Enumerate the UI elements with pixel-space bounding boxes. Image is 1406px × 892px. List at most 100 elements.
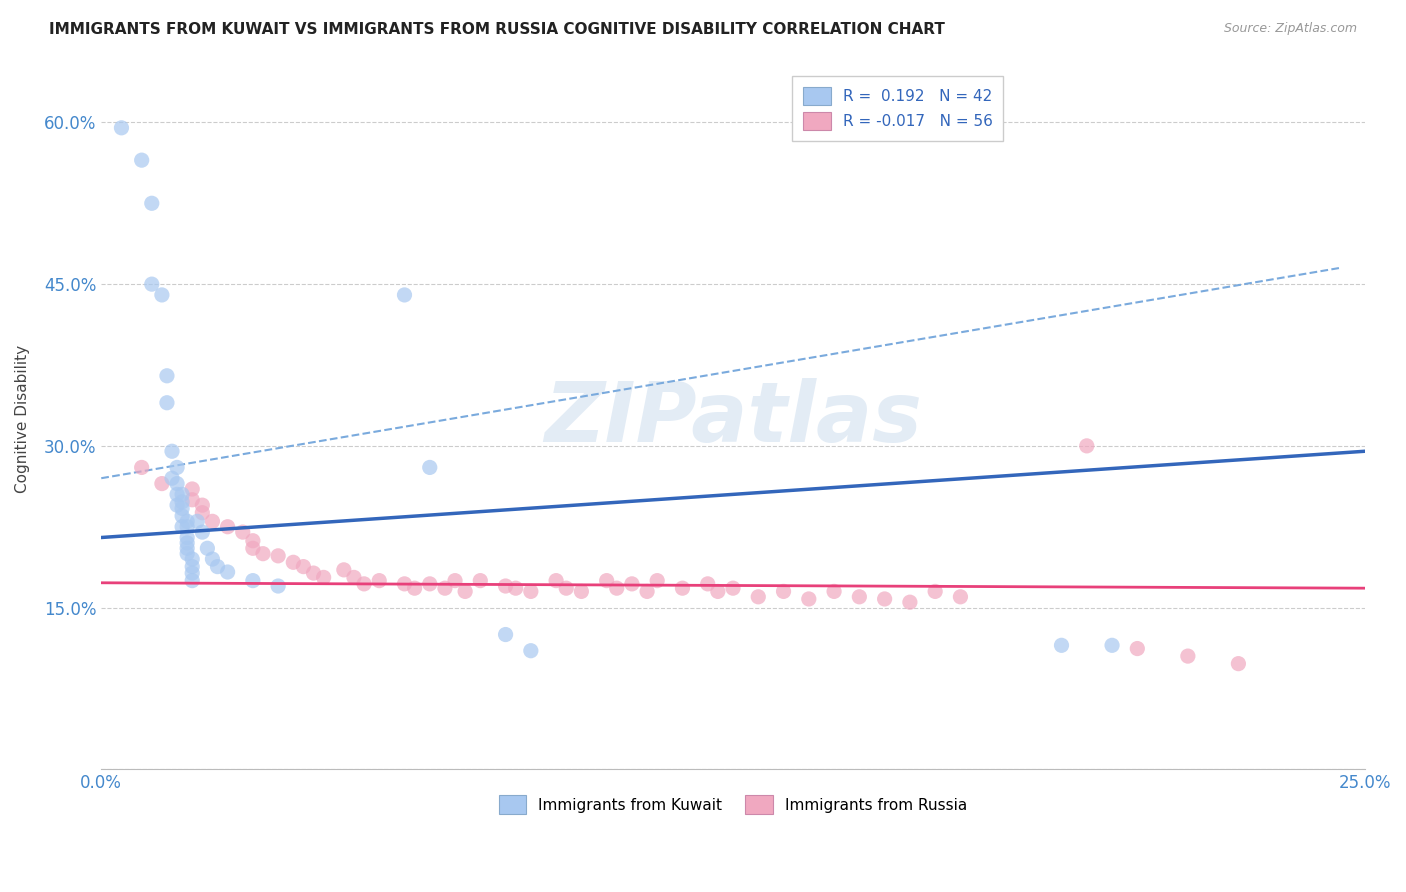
Point xyxy=(721,581,744,595)
Point xyxy=(495,579,517,593)
Point xyxy=(495,627,517,641)
Point xyxy=(176,519,198,533)
Point xyxy=(546,574,568,588)
Point xyxy=(283,555,305,569)
Point xyxy=(949,590,972,604)
Point xyxy=(141,277,163,292)
Point xyxy=(141,196,163,211)
Point xyxy=(156,396,179,410)
Point xyxy=(131,153,153,168)
Point xyxy=(343,570,366,584)
Point xyxy=(166,487,188,501)
Point xyxy=(267,579,290,593)
Point xyxy=(368,574,391,588)
Point xyxy=(292,559,315,574)
Point xyxy=(176,514,198,528)
Point xyxy=(1101,638,1123,652)
Point xyxy=(419,577,441,591)
Point xyxy=(217,519,239,533)
Point xyxy=(555,581,578,595)
Point xyxy=(181,574,204,588)
Point xyxy=(252,547,274,561)
Point xyxy=(150,476,173,491)
Point xyxy=(606,581,628,595)
Point xyxy=(404,581,426,595)
Point xyxy=(1050,638,1073,652)
Point xyxy=(176,541,198,556)
Point xyxy=(166,498,188,512)
Point xyxy=(873,591,896,606)
Point xyxy=(242,541,264,556)
Point xyxy=(505,581,527,595)
Point xyxy=(636,584,658,599)
Point xyxy=(176,536,198,550)
Point xyxy=(181,566,204,580)
Point xyxy=(924,584,946,599)
Point xyxy=(207,559,229,574)
Point xyxy=(696,577,718,591)
Point xyxy=(172,487,194,501)
Point xyxy=(110,120,132,135)
Point xyxy=(172,495,194,509)
Point xyxy=(470,574,492,588)
Point xyxy=(166,460,188,475)
Point xyxy=(181,482,204,496)
Point xyxy=(172,501,194,516)
Point xyxy=(150,288,173,302)
Point xyxy=(191,498,214,512)
Text: ZIPatlas: ZIPatlas xyxy=(544,378,922,459)
Point xyxy=(191,525,214,540)
Point xyxy=(176,547,198,561)
Point xyxy=(433,581,456,595)
Point xyxy=(454,584,477,599)
Point xyxy=(620,577,643,591)
Point xyxy=(1126,641,1149,656)
Point xyxy=(444,574,467,588)
Point xyxy=(201,514,224,528)
Point xyxy=(201,552,224,566)
Point xyxy=(267,549,290,563)
Point xyxy=(160,471,183,485)
Point xyxy=(520,584,543,599)
Point xyxy=(898,595,921,609)
Point xyxy=(797,591,820,606)
Point xyxy=(156,368,179,383)
Point xyxy=(181,552,204,566)
Point xyxy=(131,460,153,475)
Point xyxy=(1177,649,1199,664)
Point xyxy=(394,288,416,302)
Point xyxy=(181,559,204,574)
Point xyxy=(848,590,870,604)
Point xyxy=(186,514,208,528)
Point xyxy=(1076,439,1098,453)
Point xyxy=(160,444,183,458)
Point xyxy=(671,581,693,595)
Point xyxy=(217,565,239,579)
Point xyxy=(419,460,441,475)
Point xyxy=(302,566,325,580)
Point xyxy=(195,541,218,556)
Point xyxy=(166,476,188,491)
Point xyxy=(772,584,794,599)
Legend: Immigrants from Kuwait, Immigrants from Russia: Immigrants from Kuwait, Immigrants from … xyxy=(488,785,979,825)
Point xyxy=(181,492,204,507)
Y-axis label: Cognitive Disability: Cognitive Disability xyxy=(15,345,30,493)
Point xyxy=(172,508,194,523)
Point xyxy=(242,574,264,588)
Point xyxy=(312,570,335,584)
Point xyxy=(191,506,214,520)
Point xyxy=(707,584,730,599)
Point xyxy=(823,584,845,599)
Point xyxy=(595,574,617,588)
Text: Source: ZipAtlas.com: Source: ZipAtlas.com xyxy=(1223,22,1357,36)
Point xyxy=(1227,657,1250,671)
Point xyxy=(747,590,769,604)
Point xyxy=(333,563,356,577)
Point xyxy=(232,525,254,540)
Point xyxy=(353,577,375,591)
Point xyxy=(520,643,543,657)
Point xyxy=(569,584,592,599)
Point xyxy=(394,577,416,591)
Point xyxy=(172,519,194,533)
Point xyxy=(242,533,264,548)
